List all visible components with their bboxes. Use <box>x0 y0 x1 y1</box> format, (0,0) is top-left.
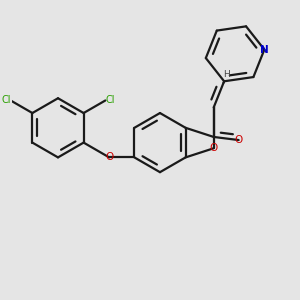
Text: H: H <box>223 70 230 79</box>
Text: Cl: Cl <box>1 95 10 106</box>
Text: O: O <box>105 152 113 162</box>
Text: N: N <box>260 45 269 55</box>
Text: O: O <box>210 143 218 153</box>
Text: O: O <box>235 135 243 145</box>
Text: Cl: Cl <box>105 95 115 106</box>
